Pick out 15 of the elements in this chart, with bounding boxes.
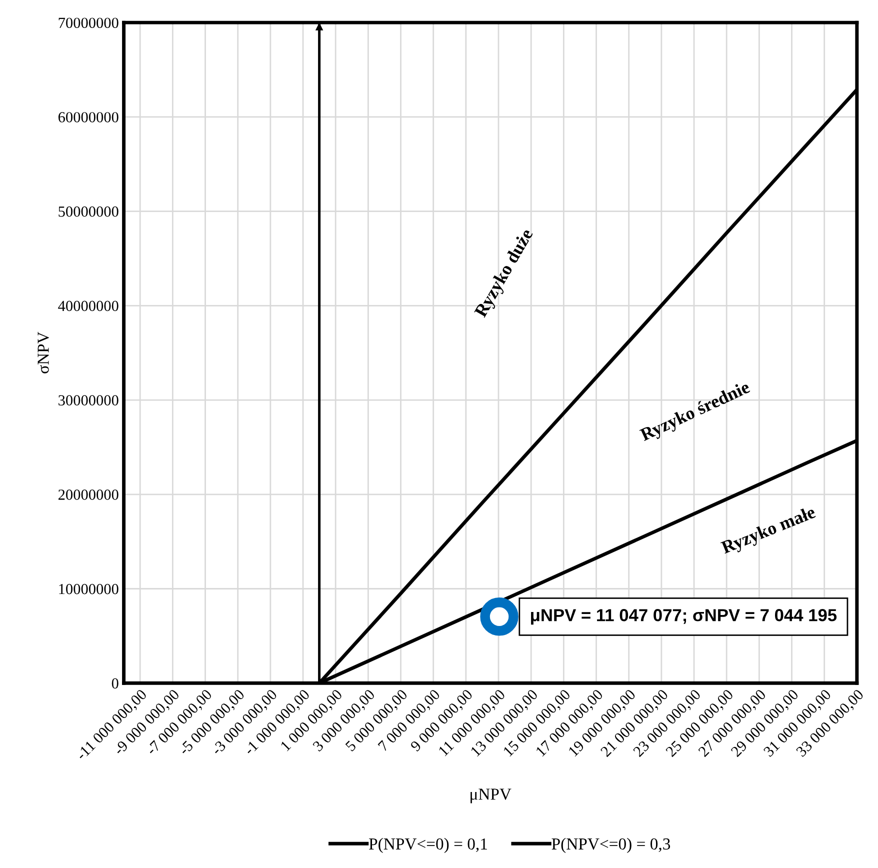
y-tick-label: 50000000 xyxy=(58,206,118,217)
annotation: Ryzyko średnie xyxy=(639,380,752,445)
y-tick-label: 60000000 xyxy=(58,112,118,122)
y-axis-title: σNPV xyxy=(38,332,49,374)
legend-label: P(NPV<=0) = 0,1 xyxy=(369,838,487,853)
y-tick-label: 10000000 xyxy=(59,584,118,594)
legend-label: P(NPV<=0) = 0,3 xyxy=(552,838,670,853)
y-tick-label: 20000000 xyxy=(58,490,118,500)
y-tick-label: 40000000 xyxy=(58,300,118,312)
annotation: Ryzyko małe xyxy=(720,505,818,558)
y-tick-label: 0 xyxy=(112,678,118,689)
annotation: μNPV = 11 047 077; σNPV = 7 044 195 xyxy=(531,609,837,625)
y-tick-label: 30000000 xyxy=(58,395,118,406)
x-axis-title: μNPV xyxy=(470,788,512,804)
y-tick-label: 70000000 xyxy=(58,18,118,28)
